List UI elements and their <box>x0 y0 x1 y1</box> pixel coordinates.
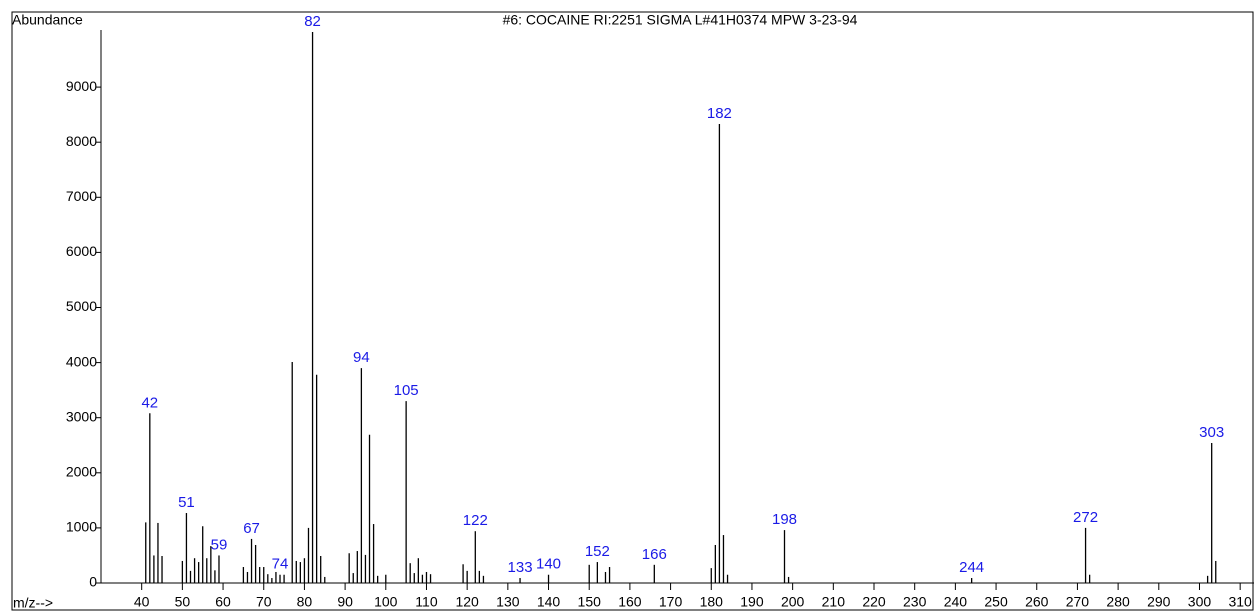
peak-label: 198 <box>772 511 797 528</box>
peak-label: 105 <box>394 382 419 399</box>
x-tick-label: 130 <box>496 594 520 610</box>
y-tick-label: 6000 <box>66 243 97 259</box>
x-tick-label: 140 <box>537 594 561 610</box>
x-tick-label: 190 <box>740 594 764 610</box>
peak-label: 272 <box>1073 509 1098 526</box>
peak-label: 74 <box>272 556 289 573</box>
x-axis-label: m/z--> <box>13 595 53 611</box>
x-tick-label: 230 <box>903 594 927 610</box>
x-tick-label: 70 <box>256 594 272 610</box>
y-tick-label: 7000 <box>66 188 97 204</box>
peak-label: 166 <box>642 546 667 563</box>
x-tick-label: 310 <box>1228 594 1252 610</box>
y-tick-label: 0 <box>89 574 97 590</box>
y-axis-label: Abundance <box>12 12 83 28</box>
x-tick-label: 170 <box>659 594 683 610</box>
y-tick-label: 5000 <box>66 298 97 314</box>
x-tick-label: 110 <box>415 594 438 610</box>
y-tick-label: 9000 <box>66 78 97 94</box>
peak-label: 42 <box>141 394 158 411</box>
peak-label: 182 <box>707 105 732 122</box>
peak-label: 82 <box>304 13 321 30</box>
x-tick-label: 50 <box>175 594 191 610</box>
x-tick-label: 150 <box>578 594 602 610</box>
y-tick-label: 3000 <box>66 408 97 424</box>
peak-label: 122 <box>463 512 488 529</box>
peak-label: 303 <box>1199 424 1224 441</box>
peak-label: 94 <box>353 349 370 366</box>
chart-title: #6: COCAINE RI:2251 SIGMA L#41H0374 MPW … <box>503 12 858 28</box>
x-tick-label: 200 <box>781 594 805 610</box>
peak-label: 244 <box>959 559 984 576</box>
peak-label: 67 <box>243 520 260 537</box>
y-tick-label: 8000 <box>66 133 97 149</box>
x-tick-label: 300 <box>1188 594 1212 610</box>
x-tick-label: 220 <box>862 594 886 610</box>
x-tick-label: 260 <box>1025 594 1049 610</box>
x-tick-label: 160 <box>618 594 642 610</box>
x-tick-label: 290 <box>1147 594 1171 610</box>
x-tick-label: 100 <box>374 594 398 610</box>
x-tick-label: 90 <box>337 594 353 610</box>
y-tick-label: 2000 <box>66 464 97 480</box>
y-tick-label: 1000 <box>66 519 97 535</box>
peak-label: 51 <box>178 494 195 511</box>
x-tick-label: 180 <box>700 594 724 610</box>
peak-label: 59 <box>211 536 228 553</box>
peak-label: 140 <box>536 556 561 573</box>
x-tick-label: 240 <box>944 594 968 610</box>
x-tick-label: 40 <box>134 594 150 610</box>
x-tick-label: 60 <box>215 594 231 610</box>
peak-label: 152 <box>585 543 610 560</box>
y-tick-label: 4000 <box>66 353 97 369</box>
x-tick-label: 80 <box>297 594 313 610</box>
x-tick-label: 210 <box>822 594 846 610</box>
frame <box>11 11 1254 611</box>
x-tick-label: 280 <box>1106 594 1130 610</box>
x-tick-label: 250 <box>984 594 1008 610</box>
x-tick-label: 120 <box>455 594 479 610</box>
x-tick-label: 270 <box>1066 594 1090 610</box>
peak-label: 133 <box>508 559 533 576</box>
